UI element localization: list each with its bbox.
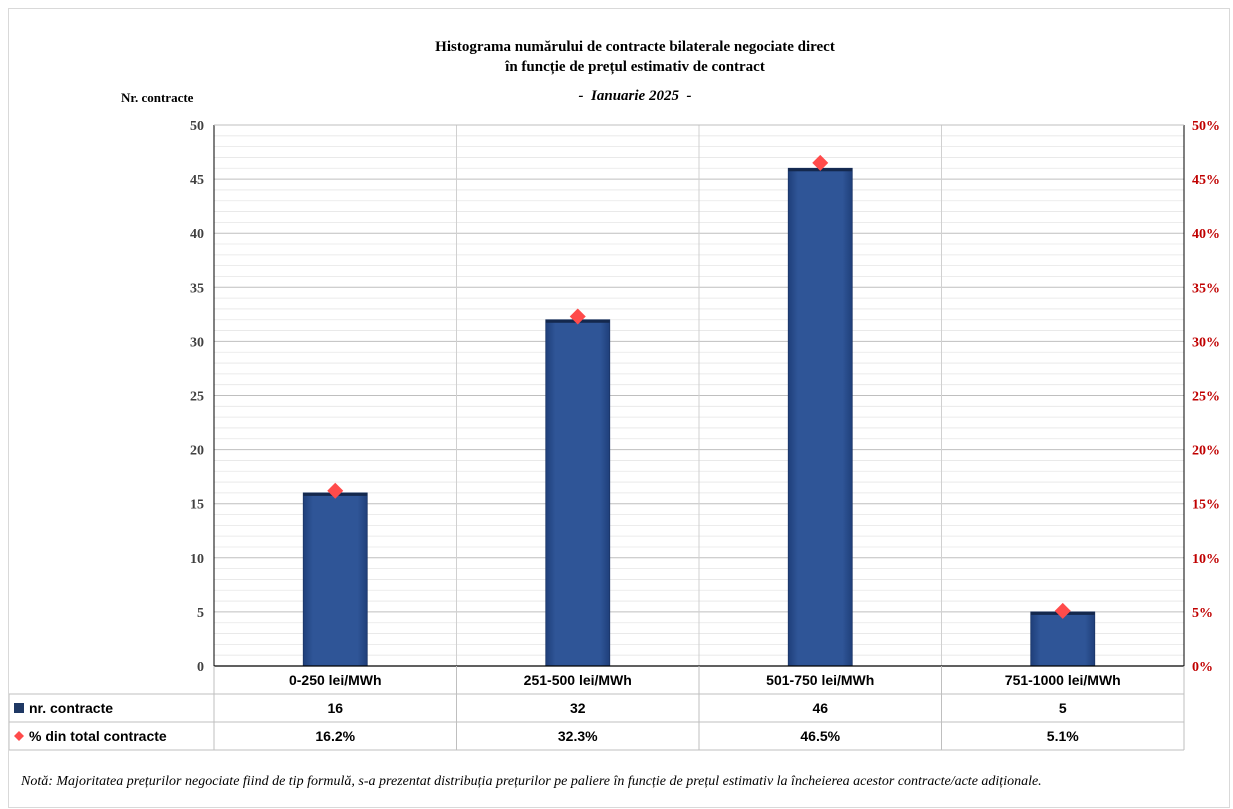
y-axis-ticks: 0 5 10 15 20 25 30 35 40 45 50: [190, 119, 204, 675]
bar-series: [302, 167, 1096, 667]
y2-tick-label: 5%: [1192, 606, 1213, 621]
y-tick-label: 5: [197, 606, 204, 621]
table-cell: 32.3%: [558, 728, 598, 744]
y2-axis-ticks: 0% 5% 10% 15% 20% 25% 30% 35% 40% 45% 50%: [1192, 119, 1220, 675]
table-cell: 16: [327, 700, 343, 716]
percent-marker: [812, 154, 829, 171]
table-row-label: % din total contracte: [29, 728, 167, 744]
bar: [302, 492, 368, 667]
table-cell: 46.5%: [800, 728, 840, 744]
legend-key-marker: [14, 731, 24, 741]
y2-tick-label: 15%: [1192, 498, 1220, 513]
y-tick-label: 0: [197, 660, 204, 675]
table-cell: 5: [1059, 700, 1067, 716]
y-axis-label: Nr. contracte: [121, 90, 194, 105]
data-table: 0-250 lei/MWh 251-500 lei/MWh 501-750 lei/…: [9, 665, 1185, 751]
x-category-label: 751-1000 lei/MWh: [1005, 672, 1121, 688]
y-tick-label: 35: [190, 281, 204, 296]
table-cell: 46: [812, 700, 828, 716]
y2-tick-label: 20%: [1192, 444, 1220, 459]
chart-subtitle: - Ianuarie 2025 -: [579, 88, 692, 104]
legend-key-bar: [14, 703, 24, 713]
percent-marker: [1054, 602, 1071, 619]
x-category-label: 0-250 lei/MWh: [289, 672, 382, 688]
plot-area-border: [213, 124, 1185, 666]
footnote: Notă: Majoritatea prețurilor negociate f…: [21, 774, 1042, 789]
y2-tick-label: 25%: [1192, 390, 1220, 405]
y2-tick-label: 50%: [1192, 119, 1220, 134]
y2-tick-label: 0%: [1192, 660, 1213, 675]
y-tick-label: 25: [190, 390, 204, 405]
bar: [1030, 611, 1096, 667]
x-category-label: 501-750 lei/MWh: [766, 672, 874, 688]
y-tick-label: 40: [190, 227, 204, 242]
y2-tick-label: 10%: [1192, 552, 1220, 567]
bar: [787, 167, 853, 667]
table-cell: 5.1%: [1047, 728, 1079, 744]
y-tick-label: 50: [190, 119, 204, 134]
y-tick-label: 10: [190, 552, 204, 567]
percent-markers: [327, 154, 1071, 619]
histogram-chart: Histograma numărului de contracte bilate…: [9, 39, 1220, 751]
x-category-label: 251-500 lei/MWh: [524, 672, 632, 688]
y-tick-label: 20: [190, 444, 204, 459]
y2-tick-label: 45%: [1192, 173, 1220, 188]
y2-tick-label: 30%: [1192, 335, 1220, 350]
table-cell: 32: [570, 700, 586, 716]
chart-title-line-1: Histograma numărului de contracte bilate…: [435, 39, 835, 55]
table-cell: 16.2%: [315, 728, 355, 744]
chart-title-line-2: în funcție de prețul estimativ de contra…: [504, 59, 765, 75]
y-tick-label: 45: [190, 173, 204, 188]
table-row-label: nr. contracte: [29, 700, 113, 716]
bar: [545, 319, 611, 667]
y-tick-label: 30: [190, 335, 204, 350]
percent-marker: [569, 308, 586, 325]
percent-marker: [327, 482, 344, 499]
y2-tick-label: 40%: [1192, 227, 1220, 242]
y2-tick-label: 35%: [1192, 281, 1220, 296]
chart-frame: Histograma numărului de contracte bilate…: [8, 8, 1230, 808]
y-tick-label: 15: [190, 498, 204, 513]
